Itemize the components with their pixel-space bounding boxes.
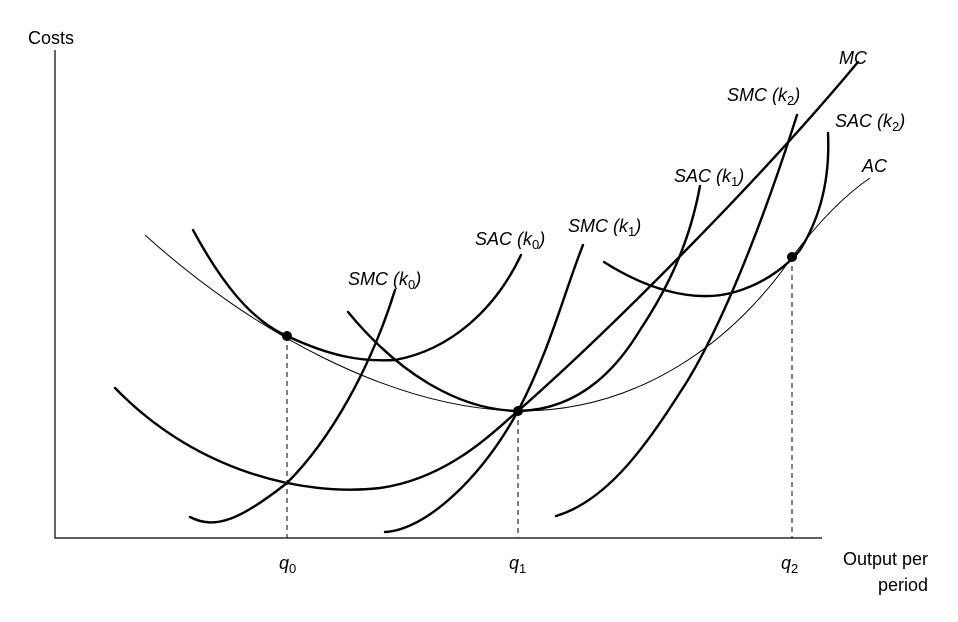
- tick-label-q0: q0: [279, 553, 296, 576]
- smc-k2-curve: [554, 113, 799, 518]
- label-mc: MC: [839, 48, 868, 68]
- label-sac-k0: SAC (k0): [475, 229, 545, 252]
- point-q0: [282, 331, 292, 341]
- label-smc-k0: SMC (k0): [348, 269, 421, 292]
- x-axis-label-line2: period: [878, 575, 928, 595]
- y-axis-label: Costs: [28, 28, 74, 48]
- sac-k0-curve: [191, 228, 523, 362]
- label-smc-k1: SMC (k1): [568, 216, 641, 239]
- y-axis: [54, 50, 822, 539]
- sac-k1-curve: [346, 184, 702, 413]
- label-ac: AC: [861, 156, 888, 176]
- mc-curve: [113, 60, 860, 491]
- point-q1: [513, 406, 523, 416]
- label-smc-k2: SMC (k2): [727, 85, 800, 108]
- smc-k0-curve: [188, 288, 397, 524]
- x-axis-label-line1: Output per: [843, 549, 928, 569]
- tick-label-q1: q1: [509, 553, 526, 576]
- label-sac-k2: SAC (k2): [835, 111, 905, 134]
- ac-curve: [144, 177, 871, 412]
- label-sac-k1: SAC (k1): [674, 166, 744, 189]
- point-q2: [787, 252, 797, 262]
- tick-label-q2: q2: [781, 553, 798, 576]
- sac-k2-curve: [602, 131, 830, 298]
